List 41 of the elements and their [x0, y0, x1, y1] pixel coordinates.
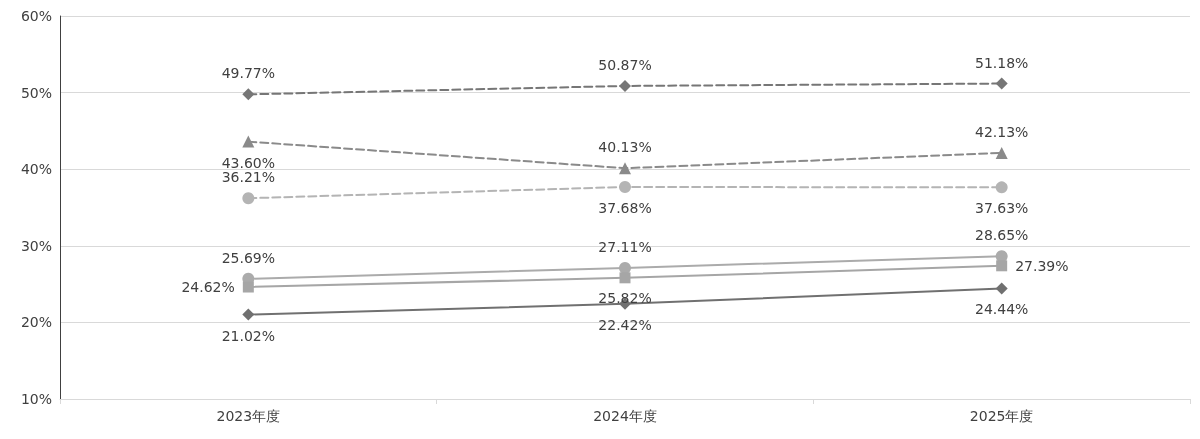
data-label: 22.42% [598, 316, 652, 333]
data-label: 21.02% [221, 327, 276, 344]
point [242, 135, 255, 148]
point [995, 146, 1008, 159]
point [619, 162, 631, 175]
y-tick-label: 40% [20, 161, 52, 178]
data-label: 36.21% [221, 169, 276, 186]
y-tick-label: 60% [20, 8, 52, 24]
y-tick-label: 30% [20, 237, 52, 254]
data-label: 28.65% [974, 227, 1029, 244]
data-label: 42.13% [974, 123, 1029, 140]
data-label: 24.62% [181, 279, 235, 296]
x-tick-label: 2023年度 [216, 408, 281, 424]
data-label: 43.60% [221, 154, 276, 171]
point [242, 88, 255, 101]
data-label: 24.44% [974, 301, 1029, 318]
point [995, 181, 1008, 194]
point [242, 281, 254, 293]
point [619, 272, 631, 284]
point [242, 192, 255, 205]
point [996, 260, 1008, 272]
data-label: 49.77% [221, 65, 276, 82]
data-label: 27.39% [1015, 257, 1069, 274]
y-tick-label: 50% [20, 84, 52, 101]
data-label: 27.11% [598, 238, 652, 255]
point [619, 180, 631, 193]
point [995, 282, 1008, 295]
data-label: 37.68% [598, 199, 652, 216]
x-tick-label: 2025年度 [969, 408, 1034, 424]
point [619, 79, 631, 92]
x-tick-label: 2024年度 [593, 408, 657, 424]
y-tick-label: 20% [20, 314, 52, 331]
data-label: 25.69% [221, 249, 276, 266]
data-label: 40.13% [598, 139, 652, 156]
point [242, 308, 255, 321]
y-tick-label: 10% [20, 391, 52, 407]
data-label: 51.18% [974, 54, 1029, 71]
data-label: 50.87% [598, 56, 652, 73]
point [995, 77, 1008, 90]
data-label: 25.82% [598, 290, 652, 307]
data-label: 37.63% [974, 200, 1029, 217]
